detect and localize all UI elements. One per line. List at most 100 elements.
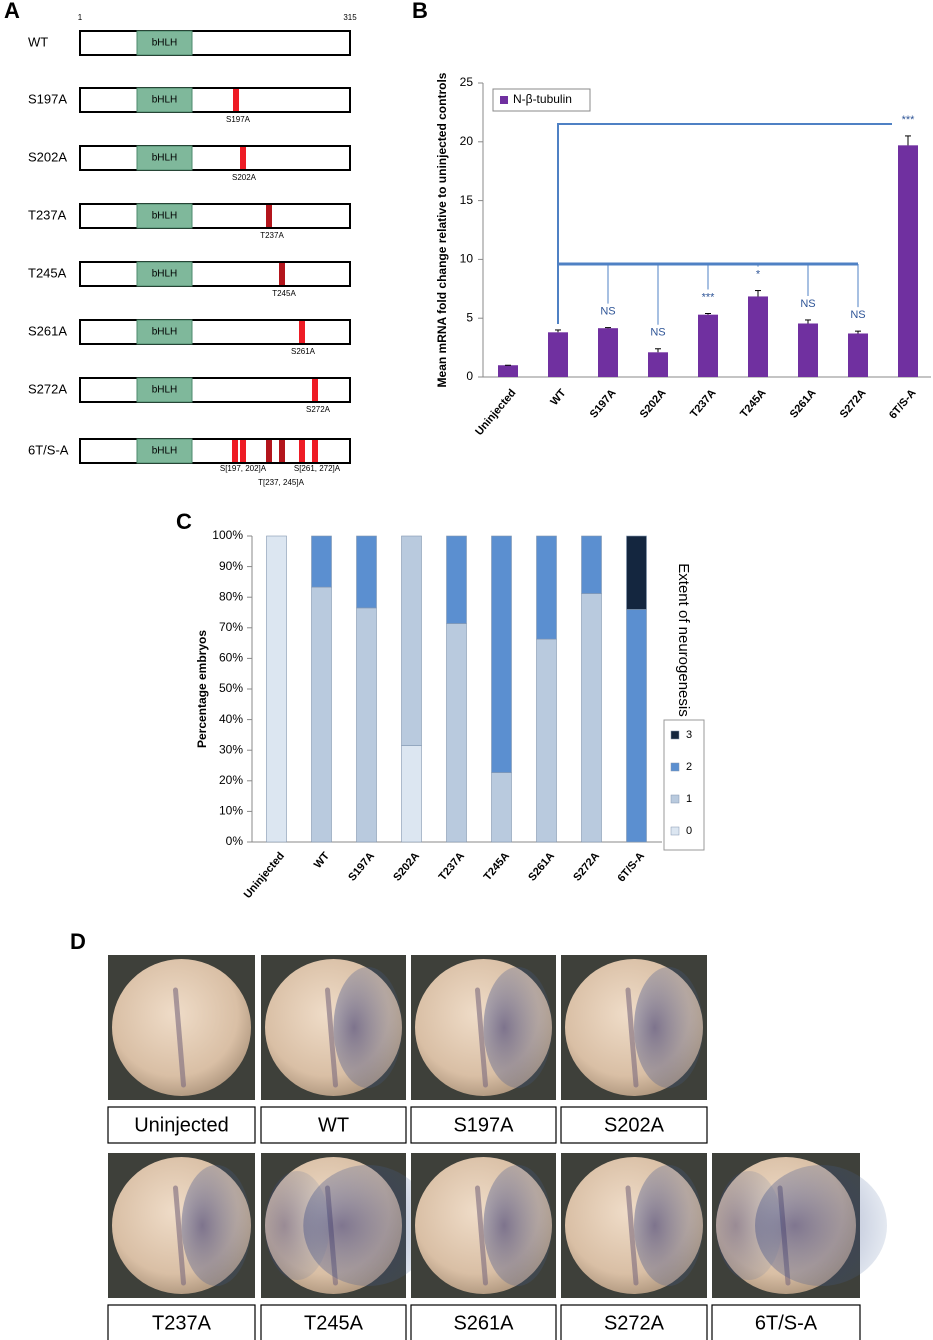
domain-label: bHLH [152,327,178,338]
bar [748,296,768,377]
bar-segment [311,535,332,588]
legend-title: Extent of neurogenesis [675,563,692,716]
embryo-label: T237A [152,1312,212,1334]
significance-label: NS [850,309,865,321]
site-label: S272A [306,405,331,414]
x-tick-label: T245A [482,850,512,883]
x-tick-label: WT [548,387,568,408]
stain [333,967,402,1088]
construct-name: 6T/S-A [28,442,69,457]
bar-segment [356,535,377,609]
legend-swatch [670,826,680,836]
protein-bar [79,261,351,287]
bar-segment [401,745,422,843]
bar [498,365,518,377]
site-label: S202A [232,173,257,182]
bar [698,314,718,377]
legend-box [492,88,591,112]
site-label: S[261, 272]A [294,464,341,473]
label-box [711,1304,861,1340]
label-box [107,1106,256,1144]
bracket [557,123,892,324]
domain-label: bHLH [152,446,178,457]
y-tick-label: 40% [219,712,243,726]
y-tick-label: 80% [219,589,243,603]
mutation-site [233,89,239,111]
bar [898,145,918,377]
bar [598,328,618,377]
stain [634,967,703,1088]
significance-label: *** [902,114,916,126]
mutation-site [240,147,246,169]
legend-swatch [670,762,680,772]
protein-bar [79,319,351,345]
bar-segment [446,535,467,624]
mutation-site [312,440,318,462]
x-tick-label: S197A [346,850,377,884]
neural-midline [475,1185,488,1286]
y-tick-label: 10 [460,252,474,266]
y-tick-label: 60% [219,651,243,665]
y-tick-label: 20 [460,134,474,148]
neural-midline [475,987,488,1088]
construct-name: T237A [28,207,67,222]
construct-name: T245A [28,265,67,280]
label-box [410,1304,557,1340]
label-box [107,1304,256,1340]
bhlh-domain [136,87,193,113]
domain-label: bHLH [152,153,178,164]
mutation-site [232,440,238,462]
label-box [410,1106,557,1144]
x-tick-label: S272A [571,850,602,884]
bar [848,333,868,377]
y-tick-label: 0 [466,369,473,383]
embryo-label: S197A [453,1114,514,1136]
domain-label: bHLH [152,385,178,396]
y-axis-label: Mean mRNA fold change relative to uninje… [435,72,449,387]
x-tick-label: WT [312,850,332,871]
protein-bar [79,203,351,229]
domain-label: bHLH [152,95,178,106]
protein-bar [79,30,351,56]
mutation-site [279,263,285,285]
legend-label: 1 [686,793,692,805]
embryo-label: T245A [304,1312,364,1334]
construct-name: WT [28,34,48,49]
neural-midline [173,987,186,1088]
stain [716,1171,782,1280]
significance-label: * [756,268,761,280]
label-box [560,1106,708,1144]
panel-label: D [70,929,86,954]
bar-segment [491,772,512,843]
y-tick-label: 15 [460,193,474,207]
stain [265,1171,330,1280]
bar-segment [491,535,512,773]
neural-midline [625,1185,639,1286]
stain [755,1165,887,1286]
protein-bar [79,87,351,113]
legend-label: 2 [686,761,692,773]
mutation-site [240,440,246,462]
x-tick-label: S197A [588,387,619,421]
neural-midline [325,987,338,1088]
legend-box [663,719,705,851]
x-tick-label: 6T/S-A [615,850,647,884]
site-label: T[237, 245]A [258,478,304,487]
domain-label: bHLH [152,38,178,49]
bar-segment [626,609,647,843]
legend-label: 0 [686,825,692,837]
domain-label: bHLH [152,211,178,222]
mutation-site [312,379,318,401]
end-residue: 315 [343,13,357,22]
legend-swatch [500,96,508,104]
label-box [560,1304,708,1340]
construct-name: S202A [28,149,67,164]
mutation-site [266,205,272,227]
embryo-label: 6T/S-A [755,1312,818,1334]
x-tick-label: T237A [688,387,718,420]
site-label: T237A [260,231,284,240]
x-tick-label: S202A [391,850,422,884]
bhlh-domain [136,203,193,229]
panel-label: A [4,0,20,23]
